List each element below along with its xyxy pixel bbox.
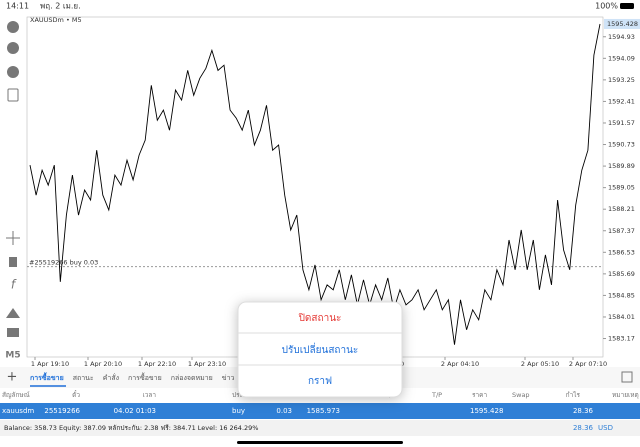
x-tick-label: 1 Apr 22:10: [138, 360, 176, 368]
x-tick-label: 2 Apr 04:10: [441, 360, 479, 368]
modify-position-button[interactable]: ปรับเปลี่ยนสถานะ: [282, 342, 359, 356]
cell: buy: [232, 407, 245, 415]
toolbar: f: [6, 21, 20, 337]
column-header: Swap: [512, 391, 530, 399]
x-tick-label: 1 Apr 23:10: [188, 360, 226, 368]
cell: 1595.428: [470, 407, 503, 415]
indicator-icon[interactable]: f: [11, 278, 17, 292]
cell: 1585.973: [307, 407, 340, 415]
tab[interactable]: สถานะ: [73, 374, 94, 382]
tab[interactable]: ข่าว: [222, 374, 235, 382]
status-time: 14:11: [6, 2, 29, 11]
column-header: ตั๋ว: [72, 390, 80, 399]
selected-row[interactable]: [0, 403, 640, 419]
x-tick-label: 1 Apr 20:10: [84, 360, 122, 368]
cell: 28.36: [573, 407, 594, 415]
y-tick-label: 1594.09: [608, 54, 635, 62]
timeframe-button[interactable]: M5: [5, 351, 20, 361]
footer-bar: [0, 420, 640, 436]
battery-icon: [620, 3, 634, 9]
cell: 04.02 01:03: [114, 407, 156, 415]
tab[interactable]: คำสั่ง: [103, 373, 119, 382]
column-header: สัญลักษณ์: [2, 391, 30, 399]
y-tick-label: 1587.37: [608, 227, 635, 235]
y-tick-label: 1592.41: [608, 97, 635, 105]
column-header: เวลา: [142, 391, 156, 399]
tool-icon: [7, 21, 19, 33]
y-tick-label: 1589.89: [608, 162, 635, 170]
tab[interactable]: การซื้อขาย: [128, 371, 162, 382]
column-header: หมายเหตุ: [612, 391, 639, 399]
price-tag: [604, 18, 640, 29]
status-date: พฤ. 2 เม.ย.: [40, 2, 81, 11]
account-summary: Balance: 358.73 Equity: 387.09 หลักประกั…: [4, 424, 258, 432]
y-tick-label: 1590.73: [608, 141, 635, 149]
footer-profit: 28.36: [573, 424, 594, 432]
objects-icon[interactable]: [6, 308, 20, 318]
tool-icon[interactable]: [7, 42, 19, 54]
tab[interactable]: การซื้อขาย: [30, 371, 64, 382]
y-tick-label: 1584.01: [608, 313, 635, 321]
chart-button[interactable]: กราฟ: [308, 376, 332, 387]
candle-icon[interactable]: [9, 257, 17, 267]
footer-currency: USD: [598, 424, 613, 432]
status-battery: 100%: [595, 2, 618, 11]
y-tick-label: 1593.25: [608, 76, 635, 84]
current-price: 1595.428: [607, 20, 638, 28]
template-icon[interactable]: [7, 328, 19, 337]
order-line-label: #25519266 buy 0.03: [29, 259, 98, 267]
chart-title: XAUUSDm • M5: [30, 16, 82, 24]
cell: 0.03: [276, 407, 292, 415]
x-tick-label: 2 Apr 05:10: [521, 360, 559, 368]
y-tick-label: 1586.53: [608, 248, 635, 256]
column-header: ราคา: [472, 391, 487, 399]
layout-icon[interactable]: [621, 371, 633, 383]
cell: 25519266: [44, 407, 80, 415]
y-tick-label: 1583.17: [608, 335, 635, 343]
add-button[interactable]: +: [7, 370, 18, 385]
tool-icon[interactable]: [7, 88, 19, 102]
y-tick-label: 1585.69: [608, 270, 635, 278]
tool-icon[interactable]: [7, 66, 19, 78]
close-position-button[interactable]: ปิดสถานะ: [298, 313, 341, 324]
x-tick-label: 1 Apr 19:10: [31, 360, 69, 368]
crosshair-icon[interactable]: [6, 231, 20, 245]
tab[interactable]: กล่องจดหมาย: [171, 374, 213, 382]
y-tick-label: 1589.05: [608, 184, 635, 192]
action-popup: [237, 301, 403, 398]
column-header: กำไร: [566, 391, 581, 399]
home-indicator: [237, 441, 403, 444]
x-tick-label: 2 Apr 07:10: [569, 360, 607, 368]
column-header: T/P: [431, 391, 442, 399]
y-tick-label: 1591.57: [608, 119, 635, 127]
cell: xauusdm: [2, 407, 34, 415]
y-tick-label: 1584.85: [608, 291, 635, 299]
y-tick-label: 1588.21: [608, 205, 635, 213]
y-tick-label: 1594.93: [608, 33, 635, 41]
price-line: [29, 23, 601, 345]
